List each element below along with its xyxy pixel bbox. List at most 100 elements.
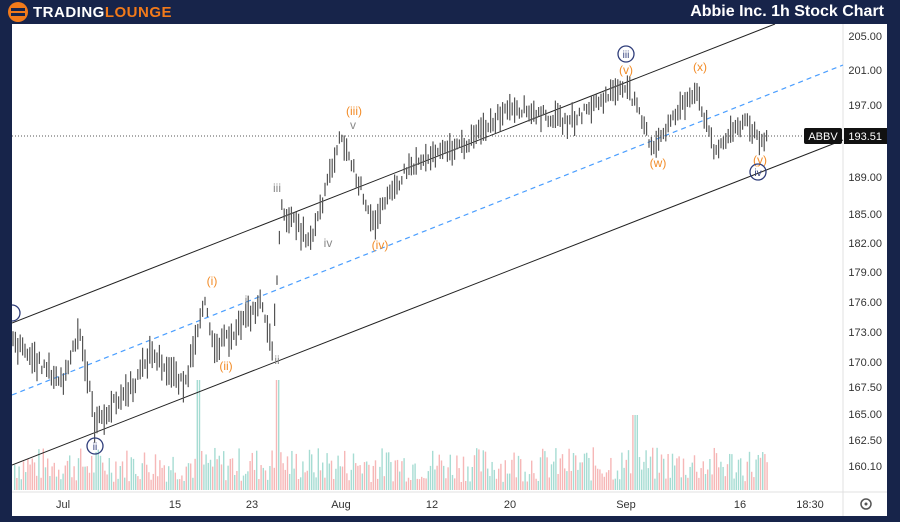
volume-bar: [29, 464, 31, 490]
volume-bar: [713, 447, 715, 490]
volume-bar: [735, 472, 737, 490]
volume-bar: [33, 462, 36, 490]
chart-area[interactable]: 205.00 201.00 197.00 189.00 185.00 182.00 179.…: [12, 24, 887, 516]
price-chart[interactable]: 205.00 201.00 197.00 189.00 185.00 182.00 179.…: [12, 24, 887, 516]
volume-bar: [385, 452, 388, 490]
volume-bar: [414, 463, 416, 490]
volume-bar: [251, 452, 253, 490]
y-tick-label: 197.00: [848, 100, 882, 112]
volume-bar: [676, 458, 678, 490]
volume-bar: [183, 480, 185, 490]
volume-bar: [550, 464, 553, 490]
volume-bar: [592, 447, 594, 490]
volume-bar: [212, 466, 214, 490]
volume-bar: [643, 461, 645, 490]
volume-bar: [190, 463, 192, 490]
volume-bar: [418, 479, 421, 490]
volume-bar: [733, 478, 735, 490]
volume-bar: [396, 459, 399, 490]
volume-bar: [66, 460, 69, 490]
volume-bar: [737, 459, 740, 490]
volume-bar: [656, 447, 658, 490]
wave-label-gray: i: [245, 293, 248, 307]
volume-bar: [689, 466, 691, 490]
volume-bar: [528, 474, 531, 490]
volume-bar: [379, 466, 381, 490]
volume-bar: [69, 455, 71, 490]
volume-bar: [724, 476, 726, 490]
volume-bar: [51, 466, 53, 490]
volume-bar: [242, 475, 245, 490]
volume-bar: [678, 456, 680, 490]
volume-bar: [599, 469, 601, 490]
volume-bar: [704, 474, 707, 490]
volume-bar: [73, 466, 75, 490]
volume-bar: [436, 465, 438, 490]
volume-bar: [579, 462, 581, 490]
volume-bar: [372, 465, 374, 490]
volume-bar: [495, 478, 498, 490]
gear-icon: [860, 498, 872, 510]
volume-bar: [38, 449, 40, 490]
volume-bar: [742, 475, 744, 490]
wave-label-orange: (w): [650, 156, 667, 170]
x-tick-label: 20: [504, 499, 516, 511]
volume-bar: [432, 450, 434, 490]
volume-bar: [722, 466, 724, 490]
volume-bar: [289, 473, 291, 490]
y-tick-label: 179.00: [848, 267, 882, 279]
volume-bar: [619, 479, 621, 490]
volume-bar: [168, 466, 170, 490]
volume-bar: [691, 462, 693, 490]
volume-bar: [471, 466, 473, 490]
wave-label-gray: iv: [324, 236, 333, 250]
volume-bar: [80, 448, 82, 490]
volume-bar: [502, 481, 504, 490]
volume-bar: [685, 474, 687, 490]
volume-bar: [740, 458, 742, 490]
volume-bar: [715, 453, 718, 490]
volume-bar: [702, 461, 704, 490]
volume-bar: [198, 380, 201, 490]
volume-bar: [218, 455, 220, 490]
volume-bar: [207, 462, 209, 490]
volume-bar: [196, 380, 198, 490]
volume-bar: [126, 450, 128, 490]
volume-bar: [82, 466, 84, 490]
volume-bar: [341, 466, 344, 490]
x-tick-label: 18:30: [796, 499, 824, 511]
volume-bar: [557, 473, 559, 490]
volume-bar: [478, 449, 480, 490]
volume-bar: [346, 473, 348, 490]
volume-bar: [489, 476, 491, 490]
volume-bar: [407, 477, 410, 490]
volume-bar: [302, 461, 304, 490]
volume-bar: [460, 481, 462, 490]
volume-bar: [625, 459, 627, 490]
volume-bar: [506, 473, 509, 490]
volume-bar: [317, 448, 319, 490]
wave-label-orange: (i): [207, 274, 218, 288]
volume-bar: [209, 459, 212, 490]
volume-bar: [249, 461, 251, 490]
volume-bar: [88, 472, 91, 490]
wave-circle: [617, 45, 635, 63]
volume-bar: [20, 479, 22, 490]
volume-bar: [97, 449, 99, 490]
volume-bar: [636, 415, 638, 490]
wave-label-circled: ii: [93, 442, 97, 453]
volume-bar: [533, 473, 535, 490]
volume-bar: [392, 481, 394, 490]
volume-bar: [300, 477, 302, 490]
volume-bar: [570, 470, 572, 490]
volume-bar: [185, 466, 187, 490]
volume-bar: [465, 480, 467, 490]
volume-bar: [445, 478, 447, 490]
volume-bar: [484, 451, 487, 490]
volume-bar: [498, 468, 500, 490]
volume-bar: [449, 454, 451, 490]
volume-bar: [601, 473, 603, 490]
volume-bar: [55, 476, 58, 490]
volume-bar: [77, 458, 80, 490]
channel-upper-line: [12, 24, 776, 324]
